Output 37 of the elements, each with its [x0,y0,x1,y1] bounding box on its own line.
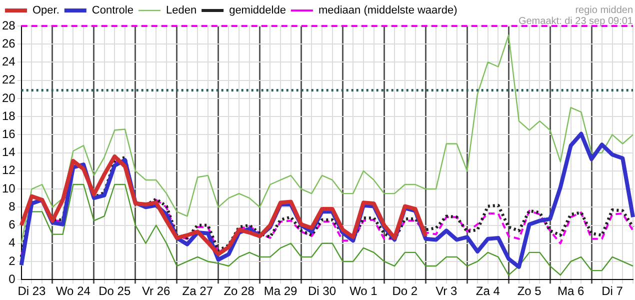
y-tick-label: 28 [2,18,16,32]
x-tick-label: Vr 3 [436,284,458,298]
legend-label: Controle [92,4,134,17]
y-tick-label: 26 [2,36,16,50]
x-tick-label: Vr 26 [142,284,171,298]
y-tick-label: 24 [2,54,16,69]
y-tick-label: 4 [8,236,16,250]
annotation: Gemaakt: di 23 sep 09:01 [518,16,634,27]
x-tick-label: Za 4 [476,284,500,298]
legend-label: Leden [166,4,197,17]
x-tick-label: Ma 29 [264,284,298,298]
y-tick-label: 18 [2,108,16,123]
x-tick-label: Ma 6 [557,284,584,298]
legend-label: gemiddelde [229,4,286,17]
y-tick-label: 2 [8,254,16,268]
x-tick-label: Do 25 [98,284,131,298]
x-tick-label: Zo 5 [517,284,542,298]
y-tick-label: 16 [2,127,16,141]
x-tick-label: Wo 1 [350,284,378,298]
x-tick-label: Di 7 [602,284,624,298]
legend-label: mediaan (middelste waarde) [318,4,458,17]
y-tick-label: 12 [2,163,16,178]
y-tick-label: 8 [8,199,16,214]
x-tick-label: Do 2 [392,284,418,298]
x-tick-label: Di 23 [18,284,46,298]
y-tick-label: 10 [2,181,16,196]
x-tick-label: Za 27 [182,284,214,298]
legend-label: Oper. [32,4,60,17]
y-tick-label: 6 [8,218,16,232]
y-tick-label: 14 [2,145,16,160]
text: regio midden [575,4,633,16]
x-tick-label: Zo 28 [224,284,255,298]
y-tick-label: 20 [2,90,16,105]
y-tick-label: 0 [8,272,16,286]
x-tick-label: Wo 24 [56,284,91,298]
y-tick-label: 22 [2,72,16,87]
x-tick-label: Di 30 [308,284,336,298]
